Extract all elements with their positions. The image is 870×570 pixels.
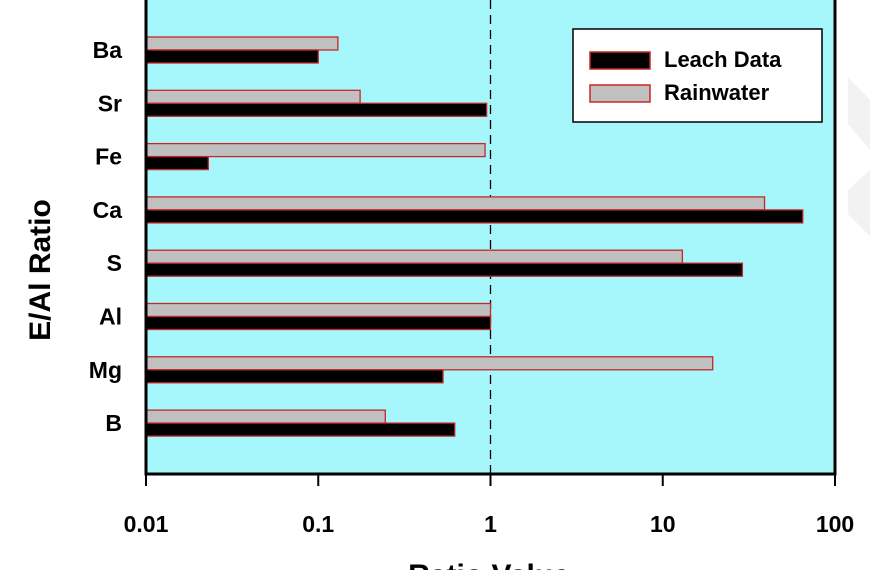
y-axis-title: E/Al Ratio	[24, 199, 57, 341]
y-category-label: Ca	[93, 197, 123, 223]
y-category-label: Mg	[89, 357, 122, 383]
bar-leach-data-s	[145, 262, 744, 277]
bar-rainwater-al	[145, 302, 492, 318]
x-tick-label: 1	[484, 511, 497, 537]
legend-box	[572, 28, 823, 123]
background-decoration	[848, 170, 870, 236]
legend-swatch-leach-data	[589, 51, 651, 70]
x-tick-label: 100	[816, 511, 854, 537]
bar-leach-data-sr	[145, 102, 488, 117]
legend-swatch-rainwater	[589, 84, 651, 103]
legend-label-rainwater: Rainwater	[664, 80, 770, 105]
plot-frame	[144, 0, 837, 476]
bar-rainwater-ca	[145, 196, 766, 211]
y-category-label: Fe	[95, 144, 122, 170]
bar-leach-data-ba	[145, 49, 319, 64]
bar-leach-data-b	[145, 422, 456, 437]
y-category-label: Al	[99, 304, 122, 330]
legend-label-leach-data: Leach Data	[664, 47, 782, 72]
bar-rainwater-s	[145, 249, 684, 264]
bar-rainwater-mg	[145, 356, 714, 371]
bar-leach-data-ca	[145, 209, 804, 224]
bar-rainwater-fe	[145, 142, 486, 158]
x-axis-ticks: 0.01 0.1 1 10 100	[124, 474, 854, 537]
x-tick-label: 10	[650, 511, 676, 537]
bar-rainwater-b	[145, 409, 386, 424]
bar-leach-data-al	[145, 315, 492, 331]
y-category-label: B	[105, 410, 122, 436]
bar-leach-data-fe	[145, 155, 209, 171]
background-decoration	[848, 78, 870, 150]
x-tick-label: 0.01	[124, 511, 169, 537]
y-category-label: Ba	[93, 37, 123, 63]
x-axis-title: Ratio Value	[408, 559, 570, 570]
legend: Leach Data Rainwater	[572, 28, 823, 123]
y-category-label: Sr	[98, 90, 122, 116]
bar-leach-data-mg	[145, 369, 444, 384]
x-tick-label: 0.1	[302, 511, 334, 537]
y-category-labels: Ba Sr Fe Ca S Al Mg B	[89, 37, 122, 436]
y-category-label: S	[107, 250, 122, 276]
bar-rainwater-ba	[145, 36, 339, 51]
bars-group	[145, 36, 804, 437]
bar-rainwater-sr	[145, 89, 361, 104]
